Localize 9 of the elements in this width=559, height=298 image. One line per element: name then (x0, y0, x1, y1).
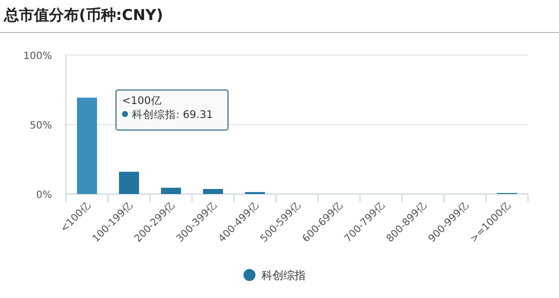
annotation: <100亿 (122, 95, 162, 107)
annotation: <100亿 科创综指: 69.31 (116, 90, 228, 130)
legend: 科创综指 (244, 269, 306, 282)
title: 总市值分布(币种:CNY) (4, 6, 164, 24)
ytick: 100% (23, 51, 52, 62)
annotation: 科创综指: 69.31 (132, 108, 213, 121)
ytick: 50% (30, 120, 52, 132)
ytick: 0% (36, 190, 52, 201)
legend-label: 科创综指 (262, 269, 306, 282)
